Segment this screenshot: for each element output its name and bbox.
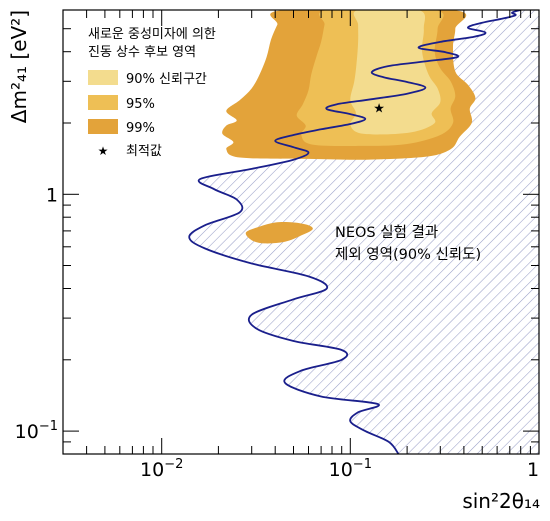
region-99-percent-island bbox=[245, 222, 313, 244]
legend-label-95: 95% bbox=[126, 97, 155, 112]
legend-label-best-fit: 최적값 bbox=[126, 144, 162, 159]
axis-ticks bbox=[62, 9, 540, 455]
legend-star-icon: ★ bbox=[98, 144, 109, 158]
x-axis-title: sin²2θ₁₄ bbox=[462, 489, 540, 513]
x-tick-label-1: 1 bbox=[527, 459, 539, 481]
region-90-percent bbox=[350, 10, 441, 135]
y-tick-label-0-1: 10−1 bbox=[15, 419, 58, 443]
x-tick-label-0-01: 10−2 bbox=[140, 457, 183, 481]
neos-annotation-line1: NEOS 실험 결과 bbox=[335, 224, 438, 241]
neos-exclusion-contour bbox=[188, 10, 521, 454]
legend-header-line2: 진동 상수 후보 영역 bbox=[88, 45, 196, 60]
legend: 새로운 중성미자에 의한 진동 상수 후보 영역 90% 신뢰구간 95% 99… bbox=[88, 27, 216, 159]
y-tick-label-1: 1 bbox=[46, 184, 58, 206]
plot-frame bbox=[62, 9, 540, 455]
legend-swatch-90 bbox=[88, 70, 118, 85]
legend-label-99: 99% bbox=[126, 121, 155, 136]
legend-label-90: 90% 신뢰구간 bbox=[126, 72, 207, 87]
legend-header-line1: 새로운 중성미자에 의한 bbox=[88, 27, 216, 42]
y-axis-title: Δm²₄₁ [eV²] bbox=[7, 10, 31, 123]
legend-swatch-99 bbox=[88, 119, 118, 134]
neos-annotation-line2: 제외 영역(90% 신뢰도) bbox=[335, 246, 481, 263]
x-tick-label-0-1: 10−1 bbox=[329, 457, 372, 481]
best-fit-star-marker: ★ bbox=[373, 102, 385, 117]
legend-swatch-95 bbox=[88, 95, 118, 110]
